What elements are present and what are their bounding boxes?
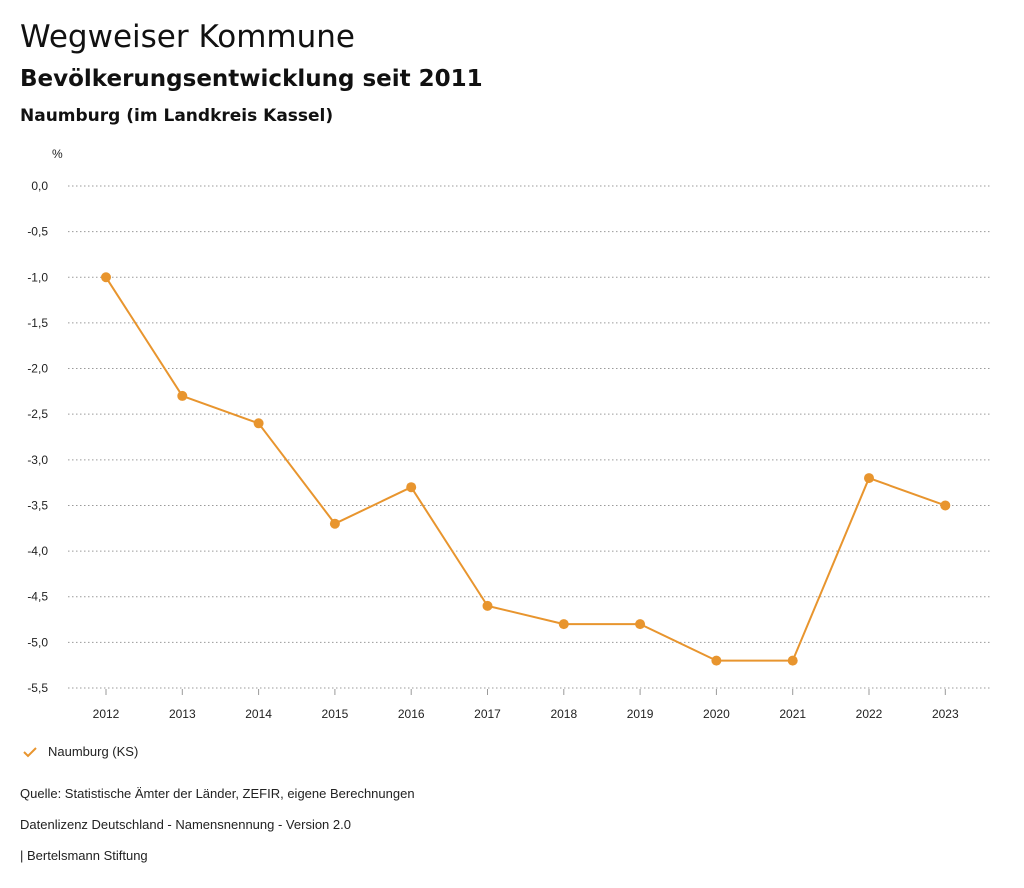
data-point	[177, 390, 188, 401]
data-point	[101, 272, 111, 283]
legend-item[interactable]: Naumburg (KS)	[22, 744, 138, 759]
x-tick-label: 2020	[703, 707, 730, 721]
data-point	[635, 619, 646, 630]
chart-title: Wegweiser Kommune	[20, 19, 355, 55]
x-tick-label: 2013	[169, 707, 196, 721]
x-tick-label: 2016	[398, 707, 425, 721]
line-chart: % 0,0 -0,5 -1,0 -1,5 -2,0 -2,5 -3,0 -3,5 -4,0 -4,5…	[27, 147, 990, 721]
y-tick-label: 0,0	[31, 179, 48, 193]
x-tick-label: 2021	[779, 707, 806, 721]
x-tick-label: 2014	[245, 707, 272, 721]
y-tick-label: -1,5	[27, 316, 48, 330]
y-tick-label: -1,0	[27, 270, 48, 284]
data-point	[864, 473, 874, 484]
y-tick-label: -4,5	[27, 590, 48, 604]
data-point	[711, 655, 722, 666]
publisher-note: | Bertelsmann Stiftung	[20, 848, 148, 863]
y-axis-unit: %	[52, 147, 63, 161]
checkmark-icon	[23, 746, 37, 757]
x-tick-label: 2018	[550, 707, 577, 721]
data-point	[558, 619, 569, 630]
data-point	[253, 418, 264, 429]
data-point	[940, 500, 951, 511]
data-point	[482, 600, 493, 611]
data-point	[787, 655, 798, 666]
y-tick-label: -2,0	[27, 362, 48, 376]
series-line	[105, 276, 946, 662]
x-tick-label: 2022	[856, 707, 883, 721]
x-tick-label: 2017	[474, 707, 501, 721]
x-tick-label: 2012	[93, 707, 120, 721]
data-point	[329, 518, 340, 529]
x-tick-label: 2015	[322, 707, 349, 721]
y-tick-label: -4,0	[27, 544, 48, 558]
chart-subtitle: Bevölkerungsentwicklung seit 2011	[20, 66, 483, 92]
x-tick-label: 2019	[627, 707, 654, 721]
data-point	[406, 482, 417, 493]
license-note: Datenlizenz Deutschland - Namensnennung …	[20, 817, 351, 832]
x-tick-label: 2023	[932, 707, 959, 721]
y-tick-label: -3,0	[27, 453, 48, 467]
legend-label: Naumburg (KS)	[48, 744, 139, 759]
y-tick-label: -2,5	[27, 407, 48, 421]
source-note: Quelle: Statistische Ämter der Länder, Z…	[20, 786, 415, 801]
y-tick-label: -5,0	[27, 635, 48, 649]
y-tick-label: -5,5	[27, 681, 48, 695]
y-tick-label: -3,5	[27, 498, 48, 512]
y-tick-label: -0,5	[27, 225, 48, 239]
region-label: Naumburg (im Landkreis Kassel)	[20, 106, 334, 126]
